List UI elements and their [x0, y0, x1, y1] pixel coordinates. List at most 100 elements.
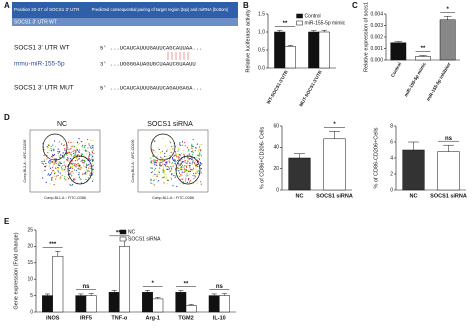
dot — [73, 146, 76, 148]
dot — [62, 139, 65, 141]
dot — [49, 162, 51, 164]
dot — [168, 166, 170, 168]
dot — [47, 152, 49, 154]
dot — [162, 161, 164, 163]
dot — [170, 168, 173, 170]
dot — [67, 157, 69, 159]
dot — [162, 163, 164, 165]
bar — [323, 138, 346, 191]
dot — [47, 174, 49, 176]
dot — [79, 142, 81, 144]
dot — [197, 154, 199, 157]
flow-title: NC — [57, 121, 67, 128]
dot — [52, 144, 54, 146]
dot — [172, 159, 175, 161]
bar — [284, 46, 296, 69]
dot — [157, 147, 159, 149]
dot — [81, 146, 83, 148]
dot — [80, 166, 82, 169]
dot — [189, 165, 191, 167]
dot — [51, 161, 53, 163]
panel-label: A — [4, 1, 10, 10]
dot — [77, 162, 79, 165]
dot — [179, 175, 181, 177]
dot — [48, 166, 50, 168]
dot — [93, 158, 95, 160]
dot — [182, 183, 184, 185]
dot — [70, 156, 73, 158]
dot — [61, 169, 63, 171]
dot — [195, 163, 197, 165]
dot — [75, 166, 77, 168]
dot — [70, 141, 72, 144]
significance: ns — [445, 136, 453, 142]
y-tick-label: 5 — [30, 293, 33, 299]
dot — [52, 165, 54, 167]
dot — [192, 172, 195, 175]
dot — [71, 175, 73, 178]
dot — [70, 151, 72, 153]
dot — [181, 169, 183, 171]
dot — [65, 179, 67, 181]
dot — [74, 164, 76, 166]
dot — [154, 162, 156, 164]
dot — [57, 171, 60, 173]
dot — [188, 179, 190, 181]
dot — [53, 184, 55, 186]
dot — [59, 176, 62, 178]
row-name: SOCS1 3' UTR WT — [14, 45, 70, 52]
dot — [64, 176, 66, 178]
y-tick-label: 4 — [390, 155, 393, 161]
dot — [41, 162, 43, 165]
dot — [189, 173, 191, 175]
dot — [173, 155, 175, 157]
dot — [59, 172, 61, 174]
sequence: 5' ...UCAUCAUUUGAUUCAGCAUUAA... — [100, 44, 202, 51]
bar — [274, 31, 286, 69]
dot — [63, 168, 65, 171]
dot — [86, 169, 88, 171]
dot — [59, 154, 62, 156]
y-tick-label: 0 — [390, 187, 393, 193]
dot — [73, 178, 75, 180]
dot — [191, 145, 193, 147]
dot — [166, 162, 168, 164]
dot — [184, 159, 186, 161]
dot — [75, 164, 78, 166]
dot — [77, 158, 79, 160]
dot — [78, 165, 81, 167]
dot — [69, 148, 71, 150]
dot — [185, 166, 188, 169]
dot — [80, 153, 82, 155]
dot — [76, 141, 79, 143]
dot — [192, 138, 194, 141]
dot — [83, 173, 85, 175]
dot — [197, 150, 200, 152]
dot — [86, 153, 88, 155]
dot — [178, 148, 180, 150]
dot — [50, 145, 52, 148]
dot — [90, 172, 92, 174]
y-tick-label: 0 — [276, 187, 279, 193]
dot — [78, 149, 81, 151]
dot — [170, 177, 172, 179]
dot — [163, 170, 166, 172]
dot — [70, 172, 72, 174]
dot — [152, 160, 154, 162]
bar — [75, 295, 87, 313]
dot — [42, 163, 45, 165]
significance: ns — [82, 284, 90, 290]
dot — [162, 165, 164, 167]
y-tick-label: 60 — [273, 123, 279, 129]
bar — [208, 295, 220, 313]
dot — [181, 165, 184, 167]
dot — [57, 148, 59, 150]
dot — [174, 172, 176, 174]
dot — [57, 161, 59, 163]
dot — [164, 145, 166, 147]
dot — [150, 160, 152, 162]
dot — [160, 156, 162, 158]
dot — [200, 163, 202, 165]
dot — [44, 158, 46, 161]
dot — [181, 167, 183, 169]
